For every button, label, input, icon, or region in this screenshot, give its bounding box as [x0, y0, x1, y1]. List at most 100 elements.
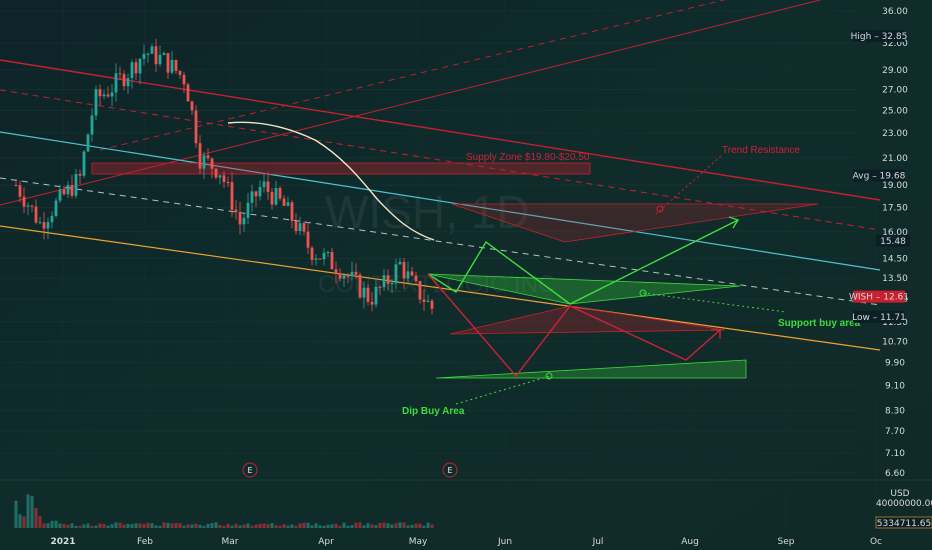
candle	[422, 289, 426, 311]
y-tick-label: 25.00	[882, 106, 908, 116]
candle	[34, 199, 38, 225]
volume-bar	[78, 525, 82, 528]
candle	[418, 280, 422, 304]
candle	[66, 181, 70, 199]
y-tick-label: 9.10	[885, 382, 905, 392]
volume-bar	[74, 525, 78, 528]
volume-bar	[414, 523, 418, 528]
candle	[54, 197, 58, 218]
candle	[402, 257, 406, 289]
candle	[106, 86, 110, 98]
volume-bar	[398, 522, 402, 528]
candle	[394, 258, 398, 289]
y-tick-label: 10.70	[882, 337, 908, 347]
candle	[294, 213, 298, 235]
earnings-marker-2[interactable]: E	[442, 462, 458, 478]
candle	[278, 186, 282, 201]
red-arrow-head	[711, 329, 721, 339]
candle	[346, 273, 350, 284]
candle	[350, 261, 354, 281]
volume-bar	[214, 522, 218, 528]
volume-bar	[26, 494, 30, 528]
volume-bar	[334, 523, 338, 528]
volume-bar	[382, 522, 386, 528]
price-tag	[853, 169, 905, 182]
volume-bar	[102, 523, 106, 528]
volume-bar	[230, 525, 234, 528]
volume-bar	[374, 525, 378, 528]
candle	[386, 269, 390, 290]
candle	[194, 105, 198, 148]
candle	[330, 247, 334, 270]
volume-bar	[310, 525, 314, 528]
candle	[246, 192, 250, 224]
volume-bar	[142, 524, 146, 528]
y-tick-label: 21.00	[882, 154, 908, 164]
candle	[310, 245, 314, 266]
candle	[334, 261, 338, 284]
x-tick-label: Mar	[222, 537, 239, 547]
candle	[162, 51, 166, 56]
volume-bar	[270, 523, 274, 528]
x-tick-label: Aug	[681, 537, 699, 547]
volume-bar	[338, 525, 342, 528]
candle	[130, 59, 134, 89]
volume-last-value: 5334711.65	[877, 519, 931, 529]
candle	[342, 273, 346, 287]
candle	[234, 199, 238, 220]
candle	[274, 180, 278, 207]
volume-bar	[306, 522, 310, 528]
candle	[254, 190, 258, 208]
candle	[214, 168, 218, 180]
candle	[226, 176, 230, 187]
volume-bar	[30, 495, 34, 528]
volume-bar	[166, 522, 170, 528]
volume-bar	[326, 524, 330, 528]
volume-bar	[386, 523, 390, 528]
volume-bar	[122, 524, 126, 528]
candle	[426, 294, 430, 303]
trend-resistance-label: Trend Resistance	[722, 145, 800, 156]
volume-bar	[22, 516, 26, 528]
volume-bar	[362, 525, 366, 528]
price-tag-label: Avg – 19.68	[853, 171, 906, 181]
volume-bar	[258, 523, 262, 528]
volume-bar	[298, 523, 302, 528]
candle	[398, 257, 402, 266]
volume-bar	[198, 524, 202, 528]
volume-bar	[354, 522, 358, 528]
volume-bar	[246, 523, 250, 528]
volume-scale-label: 40000000.00	[876, 499, 932, 509]
candle	[158, 45, 162, 67]
candle	[250, 184, 254, 212]
candle	[354, 263, 358, 280]
volume-bar	[378, 522, 382, 528]
volume-bar	[422, 525, 426, 528]
candle	[150, 43, 154, 54]
candle	[178, 70, 182, 79]
x-tick-label: Jul	[592, 537, 604, 547]
volume-bars	[14, 494, 434, 528]
volume-bar	[154, 525, 158, 528]
volume-bar	[406, 525, 410, 528]
volume-bar	[290, 524, 294, 528]
price-tags: High – 32.85 Avg – 19.68 15.48 WISH – 12.61…	[849, 29, 910, 323]
candle	[18, 180, 22, 203]
candle	[266, 172, 270, 200]
volume-bar	[174, 523, 178, 528]
volume-bar	[130, 524, 134, 528]
y-tick-label: 8.30	[885, 407, 905, 417]
volume-bar	[182, 525, 186, 528]
candle	[102, 89, 106, 100]
candle	[370, 291, 374, 312]
y-tick-label: 7.10	[885, 449, 905, 459]
earnings-marker-1[interactable]: E	[242, 462, 258, 478]
volume-bar	[90, 525, 94, 528]
y-tick-label: 9.90	[885, 359, 905, 369]
volume-last-tag	[875, 516, 932, 529]
volume-bar	[302, 522, 306, 528]
y-tick-label: 7.70	[885, 427, 905, 437]
candle	[378, 285, 382, 296]
volume-bar	[110, 524, 114, 528]
